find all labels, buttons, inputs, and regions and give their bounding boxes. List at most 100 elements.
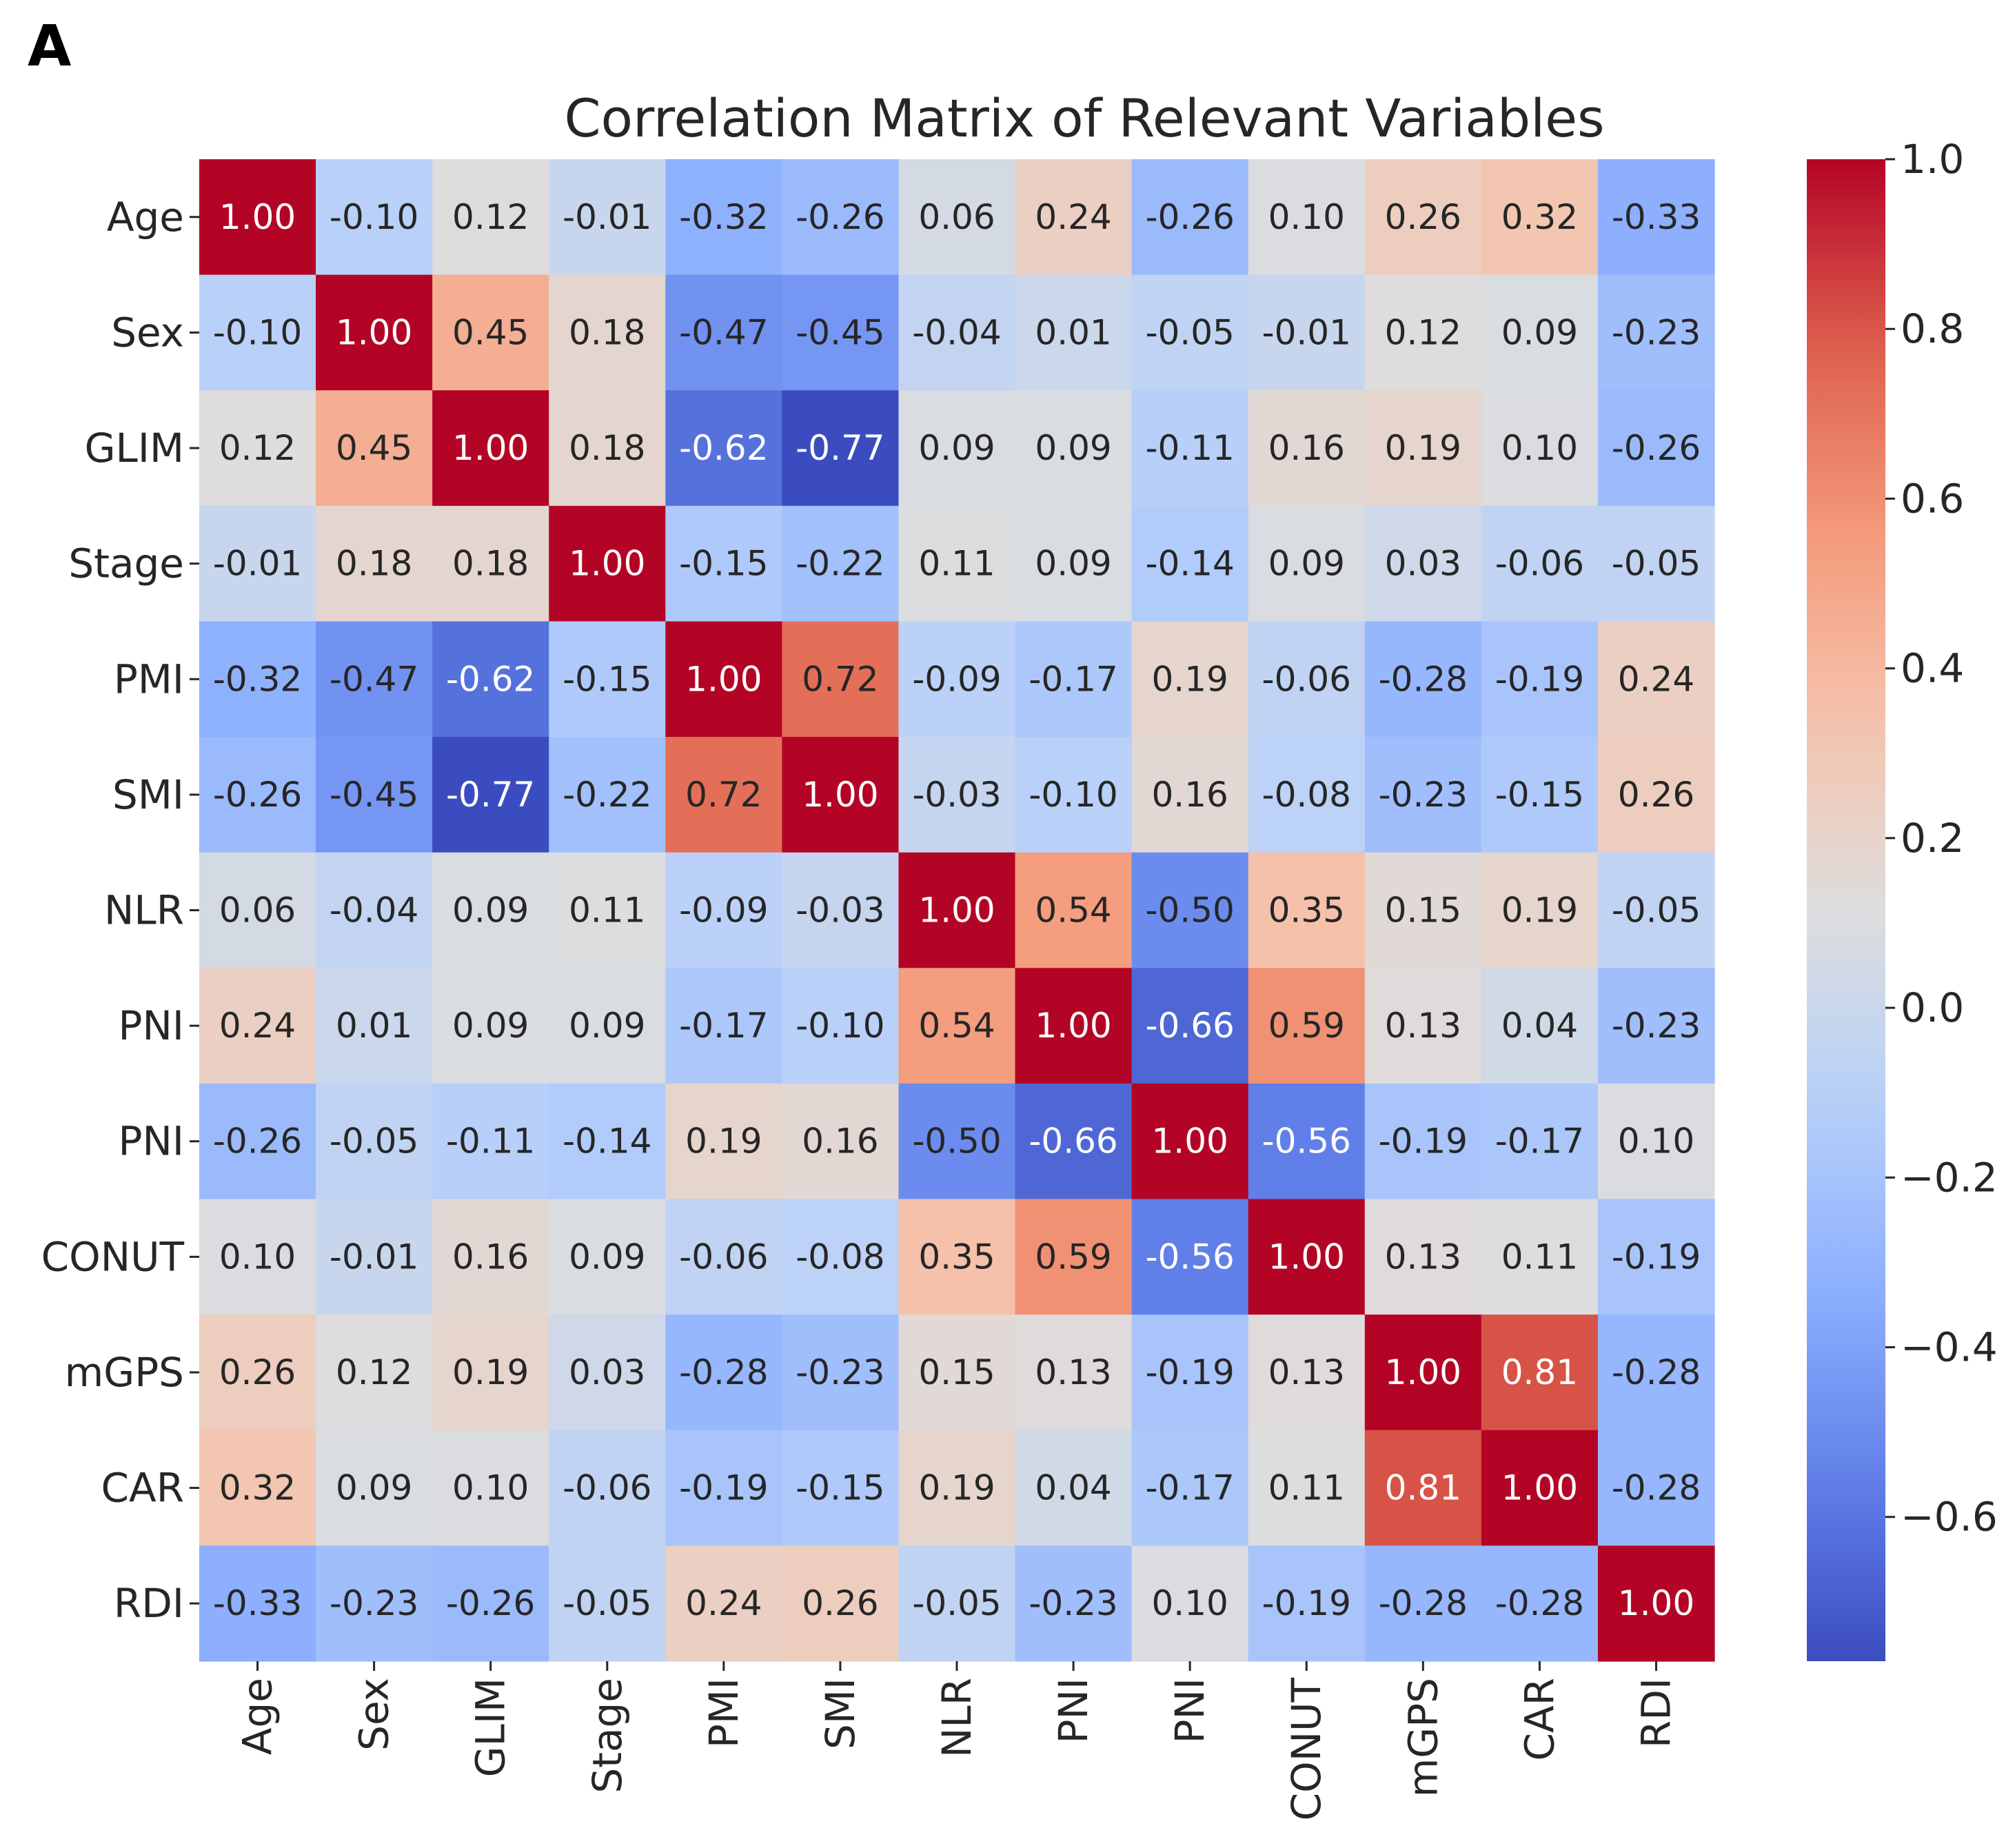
cell-value-label: 0.15 [918,1352,995,1392]
column-label: Sex [351,1678,398,1751]
row-label: PNI [119,1002,184,1049]
heatmap-cell [432,1314,549,1431]
heatmap-cell [1131,159,1249,276]
cell-value-label: -0.10 [330,197,418,237]
cell-value-label: 1.00 [1035,1006,1111,1046]
heatmap-cell [1364,852,1482,968]
column-label: Stage [584,1678,631,1794]
heatmap-cell [665,852,782,968]
heatmap-cell [549,737,666,853]
cell-value-label: 1.00 [336,312,412,352]
cell-value-label: -0.26 [213,775,302,815]
heatmap-cell [316,852,433,968]
cell-value-label: 0.81 [1385,1468,1461,1508]
heatmap-cell [1364,1199,1482,1315]
cell-value-label: 0.09 [1501,312,1578,352]
cell-value-label: -0.08 [796,1237,884,1277]
cell-value-label: 1.00 [569,544,645,584]
cell-value-label: 0.10 [1618,1121,1694,1161]
heatmap-cell [898,1545,1016,1662]
cell-value-label: 0.13 [1385,1237,1461,1277]
cell-value-label: -0.28 [1495,1583,1584,1623]
heatmap-cell [432,852,549,968]
cell-value-label: 1.00 [1385,1352,1461,1392]
row-label: SMI [112,771,184,818]
cell-value-label: 0.26 [1385,197,1461,237]
column-label: RDI [1632,1678,1679,1748]
cell-value-label: 1.00 [452,428,529,468]
heatmap-cell [1015,737,1133,853]
heatmap-cell [1481,852,1599,968]
heatmap-cell [1131,1314,1249,1431]
row-label: GLIM [85,425,184,471]
heatmap-cell [1364,621,1482,738]
heatmap-cell [549,1430,666,1546]
cell-value-label: -0.15 [679,544,768,584]
cell-value-label: -0.10 [1029,775,1117,815]
cell-value-label: 0.19 [918,1468,995,1508]
cell-value-label: 0.26 [1618,775,1694,815]
heatmap-cell [199,968,316,1084]
cell-value-label: -0.50 [912,1121,1001,1161]
cell-value-label: -0.03 [912,775,1001,815]
cell-value-label: 0.10 [1151,1583,1228,1623]
colorbar-tick-label: 0.0 [1901,984,1964,1031]
heatmap-cell [316,505,433,622]
heatmap-cell [1364,1430,1482,1546]
heatmap-cell [199,852,316,968]
heatmap-cell [1364,1545,1482,1662]
cell-value-label: -0.05 [563,1583,651,1623]
cell-value-label: -0.05 [912,1583,1001,1623]
heatmap-cell [898,505,1016,622]
heatmap-cell [665,1545,782,1662]
heatmap-cell [432,1430,549,1546]
heatmap-cell [549,852,666,968]
heatmap-cell [1481,1083,1599,1200]
heatmap-cell [549,1314,666,1431]
cell-value-label: -0.19 [1262,1583,1351,1623]
heatmap-cell [782,1314,900,1431]
cell-value-label: -0.33 [1612,197,1701,237]
cell-value-label: 0.09 [569,1237,645,1277]
cell-value-label: 0.54 [1035,891,1111,931]
cell-value-label: -0.04 [912,312,1001,352]
heatmap-cell [1481,1199,1599,1315]
cell-value-label: 0.10 [452,1468,529,1508]
colorbar-tick-label: −0.6 [1901,1494,1998,1541]
column-label: PNI [1050,1678,1097,1743]
colorbar-tick-label: −0.2 [1901,1154,1998,1201]
cell-value-label: 0.04 [1501,1006,1578,1046]
cell-value-label: -0.19 [1379,1121,1468,1161]
heatmap-cell [1015,159,1133,276]
cell-value-label: 0.13 [1268,1352,1345,1392]
cell-value-label: -0.01 [1262,312,1351,352]
row-label: PMI [114,656,184,702]
colorbar-ticks: 1.0 0.8 0.6 0.4 0.2 0.0 −0.2 −0.4 −0.6 [1885,136,1998,1541]
cell-value-label: 0.45 [336,428,412,468]
row-label: RDI [114,1580,184,1627]
column-label: CONUT [1283,1677,1330,1820]
heatmap-cell [1597,852,1715,968]
cell-value-label: -0.28 [1379,659,1468,699]
cell-value-label: 0.72 [802,659,878,699]
cell-value-label: 0.18 [569,312,645,352]
heatmap-cell [316,1430,433,1546]
cell-value-label: -0.05 [1612,891,1701,931]
cell-value-label: -0.19 [1612,1237,1701,1277]
cell-value-label: -0.17 [1495,1121,1584,1161]
row-label: NLR [104,887,184,934]
cell-value-label: -0.05 [330,1121,418,1161]
cell-value-label: -0.11 [446,1121,535,1161]
cell-value-label: 0.12 [336,1352,412,1392]
cell-value-label: -0.45 [330,775,418,815]
row-label: mGPS [65,1349,184,1396]
heatmap-cell [199,1545,316,1662]
heatmap-cell [199,1083,316,1200]
cell-value-label: -0.01 [330,1237,418,1277]
cell-value-label: -0.77 [446,775,535,815]
heatmap-cell [1364,1314,1482,1431]
heatmap-cell [782,1083,900,1200]
cell-value-label: -0.09 [912,659,1001,699]
cell-value-label: 0.19 [1151,659,1228,699]
cell-value-label: 0.01 [336,1006,412,1046]
